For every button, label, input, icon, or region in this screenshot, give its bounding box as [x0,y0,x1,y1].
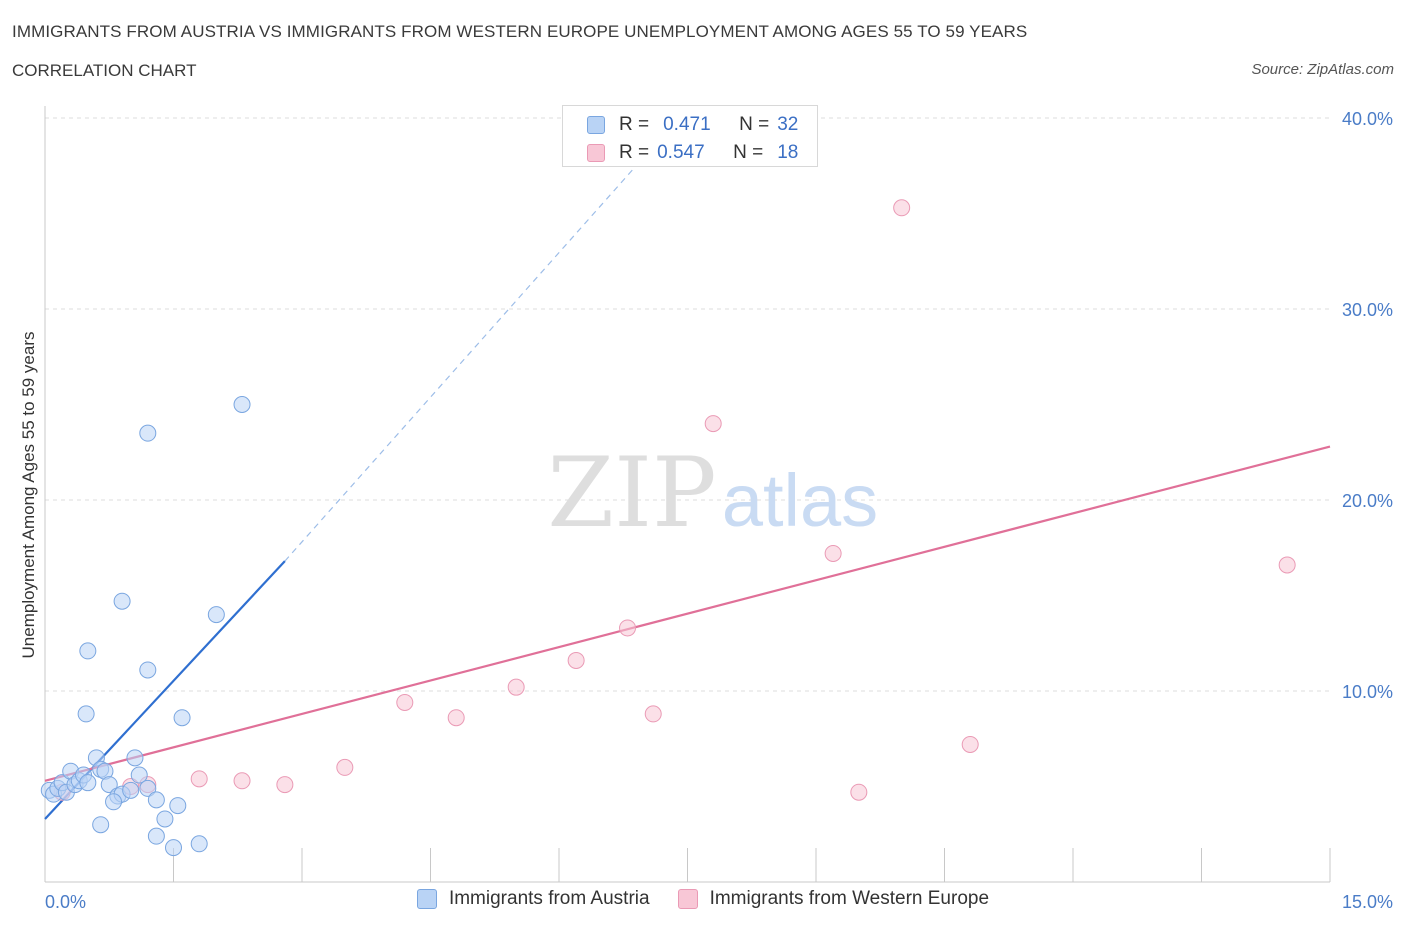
point-western-europe [644,705,662,723]
y-tick-label: 30.0% [1342,300,1393,320]
legend-row-western-europe: R = 0.547 N = 18 [587,141,798,165]
legend-label-austria: Immigrants from Austria [448,888,650,909]
n-label: N = [733,142,764,163]
point-western-europe [336,758,354,776]
point-austria [100,776,118,794]
point-austria [113,592,131,610]
point-austria [165,839,182,857]
legend-row-austria: R = 0.471 N = 32 [587,113,798,137]
point-western-europe [850,783,868,801]
x-tick-label: 0.0% [45,892,86,912]
r-value-western-europe: 0.547 [657,142,705,163]
trend-line-austria-extension [284,155,646,562]
y-axis-label: Unemployment Among Ages 55 to 59 years [19,332,38,659]
point-austria [126,749,144,767]
legend-swatch-western-europe [587,144,605,162]
legend-label-western-europe: Immigrants from Western Europe [709,888,990,909]
r-label: R = [619,114,650,135]
watermark-atlas: atlas [722,459,878,542]
legend-item-western-europe[interactable]: Immigrants from Western Europe [677,888,990,910]
chart-title: IMMIGRANTS FROM AUSTRIA VS IMMIGRANTS FR… [12,22,1028,41]
point-austria [173,709,191,727]
source-label: Source: ZipAtlas.com [1251,61,1394,78]
point-austria [169,797,187,815]
point-western-europe [507,678,525,696]
trend-line-western-europe [44,445,1331,782]
point-western-europe [1278,556,1296,574]
watermark-zip: ZIP [547,437,716,549]
point-austria [156,810,174,828]
legend-swatch-western-europe [677,889,698,909]
point-western-europe [190,770,208,788]
n-label: N = [739,114,770,135]
point-western-europe [447,709,465,727]
n-value-western-europe: 18 [777,142,799,163]
point-western-europe [396,693,414,711]
y-tick-label: 10.0% [1342,682,1393,702]
point-austria [92,816,110,834]
point-austria [147,827,165,845]
series-legend: Immigrants from Austria Immigrants from … [0,888,1406,910]
point-austria [233,396,251,413]
point-austria [79,774,97,792]
point-austria [147,791,165,809]
legend-swatch-austria [416,889,437,909]
r-value-austria: 0.471 [663,114,711,135]
point-austria [79,642,97,660]
x-tick-label: 15.0% [1342,892,1393,912]
point-western-europe [961,735,979,753]
chart-subtitle: CORRELATION CHART [12,61,197,80]
point-western-europe [619,619,637,637]
y-tick-label: 40.0% [1342,109,1393,129]
y-tick-label: 20.0% [1342,491,1393,511]
point-austria [207,606,225,624]
tick-labels: 10.0% 20.0% 30.0% 40.0% 0.0% 15.0% [45,109,1393,912]
point-austria [122,781,140,799]
legend-item-austria[interactable]: Immigrants from Austria [416,888,650,910]
point-western-europe [824,544,842,562]
point-austria [139,424,157,442]
n-value-austria: 32 [777,114,799,135]
legend-swatch-austria [587,116,605,134]
point-austria [190,835,208,853]
point-austria [139,661,157,679]
point-western-europe [704,415,722,433]
data-points [40,199,1296,857]
point-western-europe [567,651,585,669]
correlation-legend: R = 0.471 N = 32 R = 0.547 N = 18 [562,105,818,167]
axes [44,106,1331,883]
r-label: R = [619,142,650,163]
point-austria [139,779,157,797]
point-austria [105,793,123,811]
point-western-europe [276,776,294,794]
point-austria [77,705,95,723]
point-western-europe [893,199,911,217]
point-western-europe [233,772,251,790]
point-austria [130,766,148,784]
watermark: ZIP atlas [547,437,878,549]
